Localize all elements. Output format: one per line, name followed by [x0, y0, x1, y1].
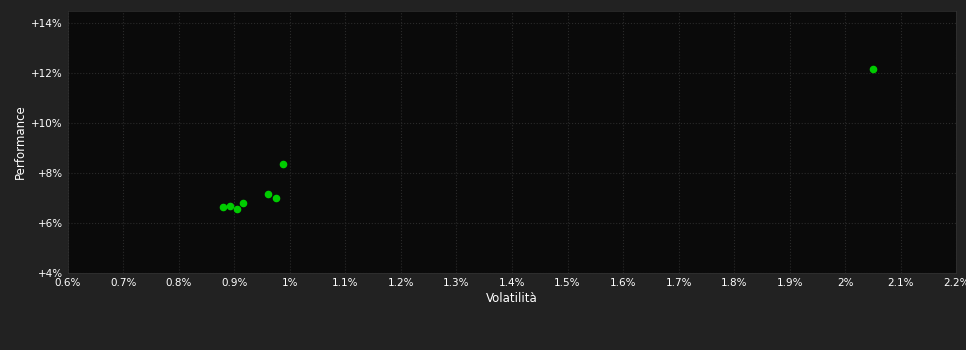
Point — [269, 195, 284, 201]
Point — [275, 161, 291, 167]
Point — [215, 204, 231, 210]
Point — [235, 200, 250, 206]
Point — [866, 66, 881, 72]
Point — [229, 206, 244, 212]
X-axis label: Volatilità: Volatilità — [486, 292, 538, 305]
Y-axis label: Performance: Performance — [14, 104, 27, 179]
Point — [260, 191, 275, 196]
Point — [222, 203, 238, 208]
